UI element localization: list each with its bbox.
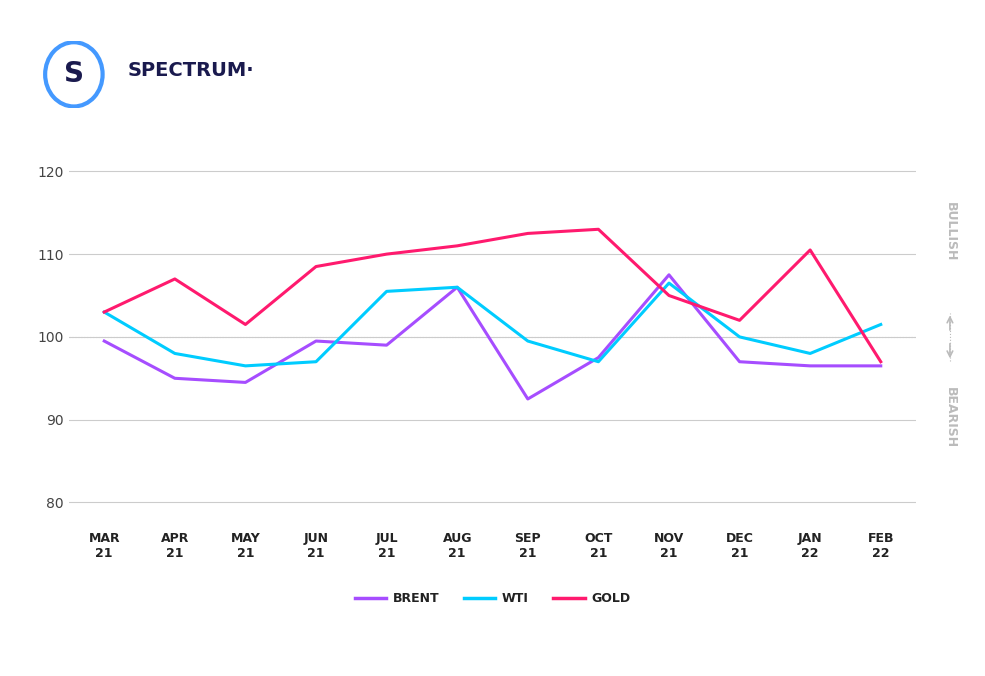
Text: SPECTRUM·: SPECTRUM·	[128, 61, 255, 80]
Text: BULLISH: BULLISH	[944, 201, 956, 261]
Text: S: S	[64, 60, 84, 89]
Text: BEARISH: BEARISH	[944, 387, 956, 448]
Legend: BRENT, WTI, GOLD: BRENT, WTI, GOLD	[350, 587, 635, 610]
